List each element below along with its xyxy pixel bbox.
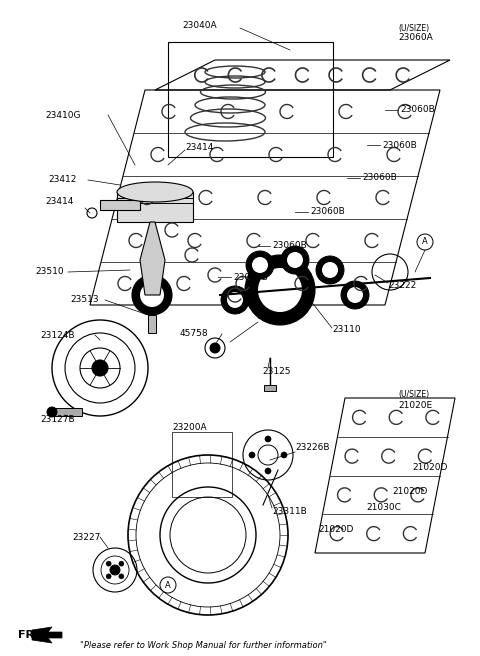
Text: (U/SIZE): (U/SIZE) bbox=[398, 24, 429, 33]
Polygon shape bbox=[32, 627, 62, 643]
Bar bbox=[264, 385, 276, 391]
Circle shape bbox=[265, 468, 271, 474]
Text: A: A bbox=[422, 237, 428, 247]
Text: 23127B: 23127B bbox=[40, 415, 74, 424]
Circle shape bbox=[265, 436, 271, 442]
Text: 23060B: 23060B bbox=[233, 272, 268, 281]
Circle shape bbox=[347, 287, 363, 303]
Bar bbox=[100, 200, 140, 210]
Circle shape bbox=[281, 452, 287, 458]
Circle shape bbox=[140, 283, 164, 307]
Text: "Please refer to Work Shop Manual for further information": "Please refer to Work Shop Manual for fu… bbox=[80, 640, 327, 649]
Circle shape bbox=[106, 561, 111, 566]
Text: 23410G: 23410G bbox=[45, 110, 81, 119]
Circle shape bbox=[245, 255, 315, 325]
Text: 23412: 23412 bbox=[48, 176, 76, 184]
Text: 21020E: 21020E bbox=[398, 401, 432, 409]
Text: 23414: 23414 bbox=[185, 142, 214, 152]
Text: 23311B: 23311B bbox=[272, 508, 307, 516]
Circle shape bbox=[316, 256, 344, 284]
Circle shape bbox=[249, 452, 255, 458]
Text: 23222: 23222 bbox=[388, 281, 416, 289]
Text: 23125: 23125 bbox=[262, 367, 290, 377]
Text: 23060B: 23060B bbox=[362, 173, 397, 182]
Text: A: A bbox=[165, 581, 171, 590]
Bar bbox=[172, 432, 232, 497]
Text: 23060A: 23060A bbox=[398, 33, 433, 43]
Polygon shape bbox=[140, 222, 165, 295]
Bar bbox=[168, 42, 333, 157]
Circle shape bbox=[221, 286, 249, 314]
Bar bbox=[148, 315, 156, 333]
Text: 23060B: 23060B bbox=[400, 106, 435, 115]
Text: 23110: 23110 bbox=[332, 325, 360, 335]
Circle shape bbox=[341, 281, 369, 309]
Text: 23060B: 23060B bbox=[272, 241, 307, 251]
Text: 21020D: 21020D bbox=[318, 525, 353, 535]
Ellipse shape bbox=[117, 182, 193, 202]
Bar bbox=[52, 408, 82, 416]
Text: 23040A: 23040A bbox=[183, 20, 217, 30]
Circle shape bbox=[47, 407, 57, 417]
Text: 21020D: 21020D bbox=[392, 487, 427, 497]
Circle shape bbox=[119, 574, 124, 579]
Circle shape bbox=[246, 251, 274, 279]
Circle shape bbox=[252, 257, 268, 273]
Text: 45758: 45758 bbox=[180, 329, 209, 338]
Text: 23513: 23513 bbox=[70, 295, 98, 304]
Circle shape bbox=[210, 343, 220, 353]
Text: 45758: 45758 bbox=[258, 314, 287, 323]
Text: 23226B: 23226B bbox=[295, 443, 329, 451]
Circle shape bbox=[132, 275, 172, 315]
Circle shape bbox=[227, 292, 243, 308]
Circle shape bbox=[322, 262, 338, 278]
Bar bbox=[117, 192, 193, 222]
Text: 23510: 23510 bbox=[35, 268, 64, 276]
Text: 21030C: 21030C bbox=[366, 504, 401, 512]
Text: (U/SIZE): (U/SIZE) bbox=[398, 390, 429, 400]
Text: 23060B: 23060B bbox=[310, 207, 345, 216]
Text: 23124B: 23124B bbox=[40, 331, 74, 340]
Circle shape bbox=[258, 268, 302, 312]
Circle shape bbox=[110, 565, 120, 575]
Text: 23414: 23414 bbox=[45, 197, 73, 207]
Text: 23227: 23227 bbox=[72, 533, 100, 541]
Circle shape bbox=[287, 252, 303, 268]
Circle shape bbox=[281, 246, 309, 274]
Circle shape bbox=[119, 561, 124, 566]
Circle shape bbox=[106, 574, 111, 579]
Text: 21020D: 21020D bbox=[412, 464, 447, 472]
Text: FR.: FR. bbox=[18, 630, 38, 640]
Circle shape bbox=[92, 360, 108, 376]
Text: 23060B: 23060B bbox=[382, 140, 417, 150]
Text: 23200A: 23200A bbox=[172, 424, 206, 432]
